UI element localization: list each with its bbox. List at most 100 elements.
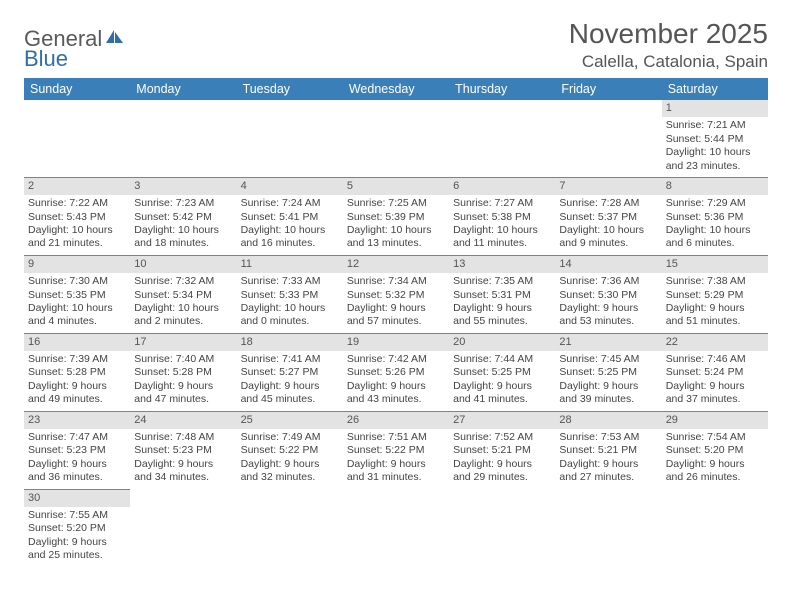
day-number: 25	[237, 411, 343, 429]
cell-line: Sunrise: 7:22 AM	[28, 197, 126, 210]
day-number: 6	[449, 177, 555, 195]
daynum-row: 23242526272829	[24, 411, 768, 429]
cell-line: Daylight: 10 hours	[453, 224, 551, 237]
cell-line: Daylight: 10 hours	[241, 302, 339, 315]
daynum-row: 9101112131415	[24, 255, 768, 273]
cell-line: Daylight: 9 hours	[559, 380, 657, 393]
day-number: 15	[662, 255, 768, 273]
cell-line: Sunrise: 7:25 AM	[347, 197, 445, 210]
cell-line: Daylight: 9 hours	[453, 458, 551, 471]
data-row: Sunrise: 7:55 AMSunset: 5:20 PMDaylight:…	[24, 507, 768, 567]
cell-line: and 23 minutes.	[666, 160, 764, 173]
day-cell: Sunrise: 7:39 AMSunset: 5:28 PMDaylight:…	[24, 351, 130, 411]
cell-line: Sunset: 5:35 PM	[28, 289, 126, 302]
day-number: 28	[555, 411, 661, 429]
cell-line: Daylight: 9 hours	[453, 302, 551, 315]
day-number	[343, 489, 449, 507]
cell-line: and 47 minutes.	[134, 393, 232, 406]
day-cell: Sunrise: 7:40 AMSunset: 5:28 PMDaylight:…	[130, 351, 236, 411]
day-cell	[237, 117, 343, 177]
cell-line: and 18 minutes.	[134, 237, 232, 250]
day-header: Thursday	[449, 78, 555, 100]
data-row: Sunrise: 7:30 AMSunset: 5:35 PMDaylight:…	[24, 273, 768, 333]
cell-line: and 53 minutes.	[559, 315, 657, 328]
day-number: 17	[130, 333, 236, 351]
cell-line: Sunrise: 7:45 AM	[559, 353, 657, 366]
cell-line: and 21 minutes.	[28, 237, 126, 250]
day-header: Wednesday	[343, 78, 449, 100]
day-cell: Sunrise: 7:23 AMSunset: 5:42 PMDaylight:…	[130, 195, 236, 255]
cell-line: Sunrise: 7:36 AM	[559, 275, 657, 288]
cell-line: Sunrise: 7:51 AM	[347, 431, 445, 444]
cell-line: Sunset: 5:32 PM	[347, 289, 445, 302]
cell-line: Daylight: 10 hours	[134, 224, 232, 237]
cell-line: Sunrise: 7:29 AM	[666, 197, 764, 210]
cell-line: Sunset: 5:34 PM	[134, 289, 232, 302]
cell-line: Daylight: 9 hours	[28, 458, 126, 471]
cell-line: Daylight: 9 hours	[666, 302, 764, 315]
day-cell: Sunrise: 7:34 AMSunset: 5:32 PMDaylight:…	[343, 273, 449, 333]
day-number: 8	[662, 177, 768, 195]
day-number	[449, 489, 555, 507]
cell-line: Sunrise: 7:44 AM	[453, 353, 551, 366]
data-row: Sunrise: 7:47 AMSunset: 5:23 PMDaylight:…	[24, 429, 768, 489]
cell-line: Sunset: 5:30 PM	[559, 289, 657, 302]
cell-line: and 25 minutes.	[28, 549, 126, 562]
day-number	[555, 100, 661, 117]
cell-line: Sunrise: 7:23 AM	[134, 197, 232, 210]
day-cell	[343, 117, 449, 177]
data-row: Sunrise: 7:22 AMSunset: 5:43 PM Daylight:…	[24, 195, 768, 255]
day-cell: Sunrise: 7:28 AMSunset: 5:37 PMDaylight:…	[555, 195, 661, 255]
cell-line: Daylight: 10 hours	[666, 224, 764, 237]
daynum-row: 30	[24, 489, 768, 507]
day-header: Sunday	[24, 78, 130, 100]
day-number: 7	[555, 177, 661, 195]
cell-line: Sunrise: 7:24 AM	[241, 197, 339, 210]
cell-line: Daylight: 9 hours	[666, 380, 764, 393]
calendar-table: Sunday Monday Tuesday Wednesday Thursday…	[24, 78, 768, 567]
day-number: 11	[237, 255, 343, 273]
cell-line: Sunrise: 7:38 AM	[666, 275, 764, 288]
cell-line: and 37 minutes.	[666, 393, 764, 406]
day-cell: Sunrise: 7:48 AMSunset: 5:23 PMDaylight:…	[130, 429, 236, 489]
data-row: Sunrise: 7:39 AMSunset: 5:28 PMDaylight:…	[24, 351, 768, 411]
day-cell: Sunrise: 7:32 AMSunset: 5:34 PMDaylight:…	[130, 273, 236, 333]
day-cell: Sunrise: 7:41 AMSunset: 5:27 PMDaylight:…	[237, 351, 343, 411]
cell-line: Sunrise: 7:35 AM	[453, 275, 551, 288]
cell-line: Sunset: 5:43 PM	[28, 211, 126, 224]
daynum-row: 16171819202122	[24, 333, 768, 351]
cell-line: Daylight: 9 hours	[241, 458, 339, 471]
day-cell	[130, 507, 236, 567]
day-cell	[343, 507, 449, 567]
day-number	[130, 100, 236, 117]
day-cell: Sunrise: 7:24 AMSunset: 5:41 PMDaylight:…	[237, 195, 343, 255]
day-header: Friday	[555, 78, 661, 100]
cell-line: Sunset: 5:29 PM	[666, 289, 764, 302]
day-cell	[555, 507, 661, 567]
cell-line: Sunrise: 7:40 AM	[134, 353, 232, 366]
location: Calella, Catalonia, Spain	[569, 52, 768, 72]
day-cell: Sunrise: 7:52 AMSunset: 5:21 PMDaylight:…	[449, 429, 555, 489]
cell-line: Sunset: 5:21 PM	[453, 444, 551, 457]
day-header: Tuesday	[237, 78, 343, 100]
cell-line: and 26 minutes.	[666, 471, 764, 484]
month-title: November 2025	[569, 18, 768, 50]
day-number: 23	[24, 411, 130, 429]
cell-line: and 32 minutes.	[241, 471, 339, 484]
cell-line: Daylight: 9 hours	[559, 302, 657, 315]
cell-line: Sunset: 5:28 PM	[28, 366, 126, 379]
day-cell: Sunrise: 7:22 AMSunset: 5:43 PMDaylight:…	[24, 195, 130, 255]
cell-line: and 55 minutes.	[453, 315, 551, 328]
day-cell: Sunrise: 7:35 AMSunset: 5:31 PMDaylight:…	[449, 273, 555, 333]
cell-line: and 51 minutes.	[666, 315, 764, 328]
header: General November 2025 Calella, Catalonia…	[24, 18, 768, 72]
cell-line: Sunrise: 7:52 AM	[453, 431, 551, 444]
cell-line: Sunrise: 7:48 AM	[134, 431, 232, 444]
cell-line: Sunset: 5:39 PM	[347, 211, 445, 224]
cell-line: and 39 minutes.	[559, 393, 657, 406]
data-row: Sunrise: 7:21 AMSunset: 5:44 PMDaylight:…	[24, 117, 768, 177]
cell-line: and 57 minutes.	[347, 315, 445, 328]
cell-line: Sunset: 5:41 PM	[241, 211, 339, 224]
cell-line: Daylight: 9 hours	[134, 458, 232, 471]
cell-line: Daylight: 9 hours	[347, 458, 445, 471]
